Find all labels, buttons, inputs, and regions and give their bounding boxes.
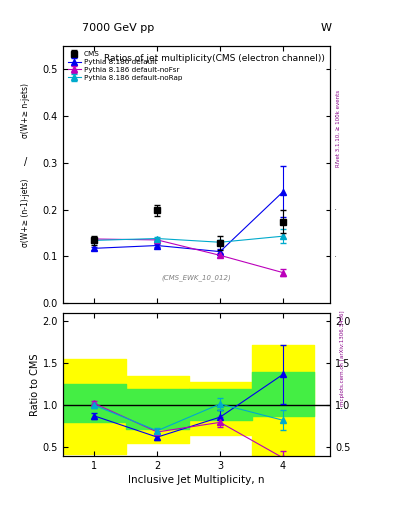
Text: mcplots.cern.ch [arXiv:1306.3436]: mcplots.cern.ch [arXiv:1306.3436] xyxy=(340,311,345,406)
X-axis label: Inclusive Jet Multiplicity, n: Inclusive Jet Multiplicity, n xyxy=(128,475,265,485)
Text: σ(W+≥ n-jets): σ(W+≥ n-jets) xyxy=(21,83,30,138)
Text: Rivet 3.1.10, ≥ 100k events: Rivet 3.1.10, ≥ 100k events xyxy=(336,90,341,166)
Text: W: W xyxy=(321,23,332,33)
Text: Ratios of jet multiplicity(CMS (electron channel)): Ratios of jet multiplicity(CMS (electron… xyxy=(104,54,325,63)
Text: σ(W+≥ (n-1)-jets): σ(W+≥ (n-1)-jets) xyxy=(21,179,30,247)
Legend: CMS, Pythia 8.186 default, Pythia 8.186 default-noFsr, Pythia 8.186 default-noRa: CMS, Pythia 8.186 default, Pythia 8.186 … xyxy=(65,48,185,83)
Text: /: / xyxy=(24,157,27,167)
Text: (CMS_EWK_10_012): (CMS_EWK_10_012) xyxy=(162,274,231,281)
Y-axis label: Ratio to CMS: Ratio to CMS xyxy=(30,353,40,416)
Text: 7000 GeV pp: 7000 GeV pp xyxy=(82,23,154,33)
